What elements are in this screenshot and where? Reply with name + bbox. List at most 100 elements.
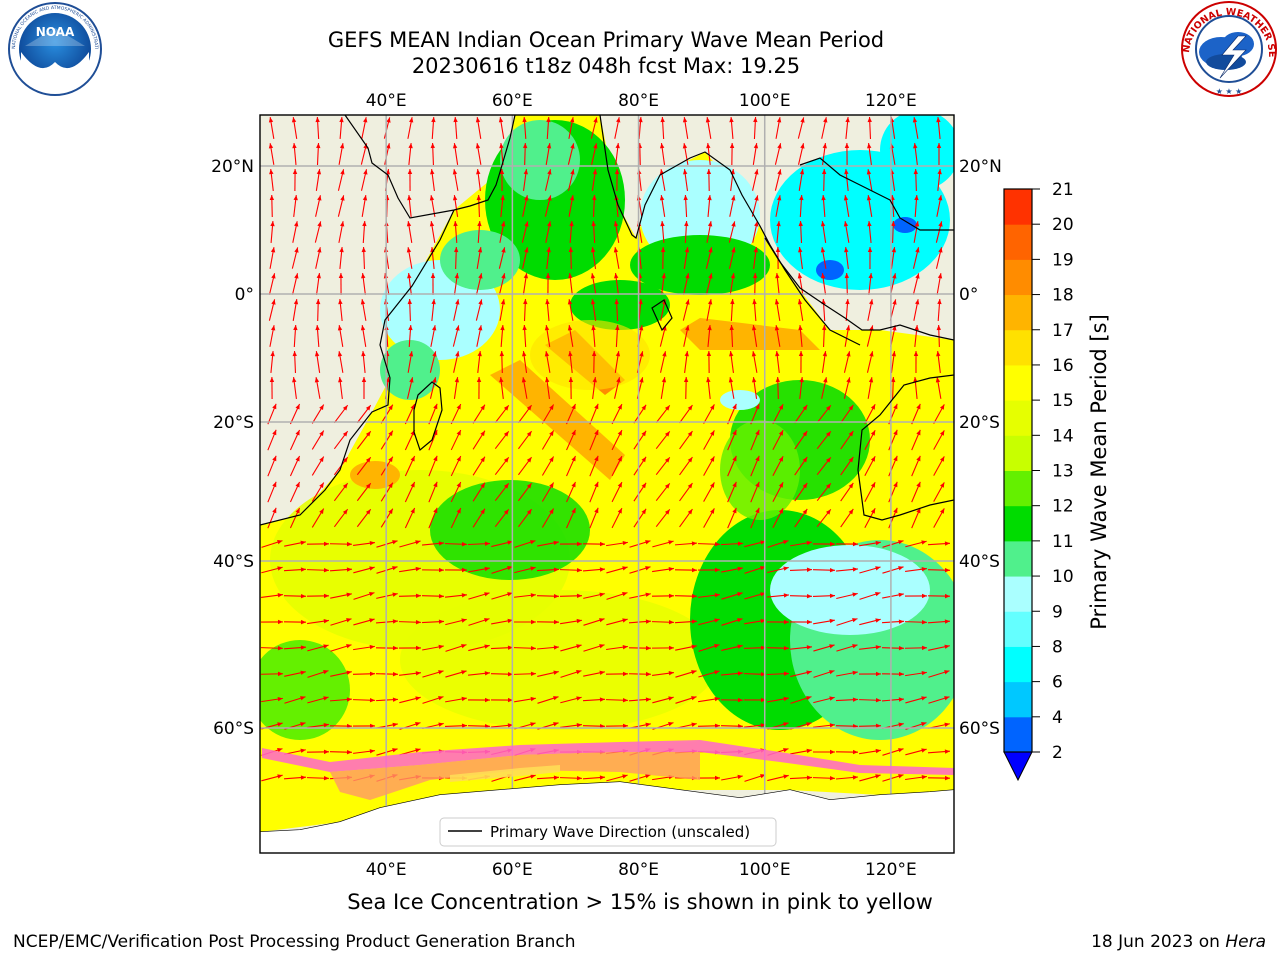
wave-arrow-228 [682, 299, 690, 321]
footer-date: 18 Jun 2023 on Hera [1091, 932, 1266, 952]
wave-arrow-489 [467, 541, 491, 546]
nws-stars-icon: ★ ★ ★ [1216, 87, 1243, 96]
wave-arrow-167 [660, 246, 666, 270]
axis-tick-labels: 40°E 40°E 60°E 60°E 80°E 80°E 100°E 100°E 120°E 1… [211, 91, 1002, 880]
wave-arrow-151 [291, 247, 299, 269]
wave-arrow-614 [583, 644, 605, 652]
wave-arrow-487 [421, 541, 445, 546]
wave-arrow-540 [261, 593, 283, 598]
wave-arrow-168 [683, 247, 690, 269]
wave-arrow-478 [911, 507, 921, 529]
wave-arrow-78 [683, 169, 689, 191]
wave-arrow-59 [936, 142, 942, 166]
wave-arrow-173 [798, 247, 803, 269]
wave-arrow-450 [267, 507, 277, 529]
wave-arrow-457 [428, 507, 438, 529]
wave-arrow-370 [494, 430, 510, 450]
colorbar-tick-14: 19 [1052, 250, 1074, 270]
wave-arrow-388 [911, 429, 921, 451]
wave-arrow-774 [812, 776, 836, 781]
wave-arrow-112 [775, 195, 782, 217]
wave-arrow-548 [445, 593, 467, 598]
wave-arrow-558 [674, 593, 698, 599]
wave-arrow-443 [794, 482, 808, 502]
wave-arrow-123 [338, 221, 345, 243]
wave-arrow-637 [422, 670, 444, 678]
wave-arrow-381 [750, 429, 760, 451]
colorbar-tick-12: 17 [1052, 321, 1074, 341]
wave-arrow-608 [445, 644, 467, 652]
wave-arrow-165 [613, 247, 620, 269]
wave-arrow-353 [794, 404, 808, 424]
wave-arrow-246 [408, 324, 413, 348]
wave-arrow-348 [679, 404, 693, 424]
lon-label-bottom-2: 80°E [618, 860, 659, 880]
colorbar-label: Primary Wave Mean Period [s] [1087, 314, 1111, 630]
wave-arrow-583 [560, 618, 582, 625]
wave-arrow-589 [698, 618, 720, 626]
wave-arrow-169 [705, 247, 713, 269]
wave-arrow-424 [356, 482, 372, 502]
wave-arrow-199 [705, 273, 713, 295]
wave-arrow-99 [476, 194, 481, 218]
wave-arrow-96 [407, 195, 412, 217]
wave-arrow-262 [774, 325, 781, 347]
wave-arrow-352 [772, 404, 784, 424]
wave-arrow-92 [315, 195, 322, 217]
wave-arrow-399 [472, 456, 486, 476]
wave-arrow-704 [582, 723, 606, 729]
wave-arrow-616 [628, 645, 652, 651]
wave-arrow-64 [360, 169, 368, 191]
colorbar-tick-13: 18 [1052, 286, 1074, 306]
wave-arrow-260 [729, 324, 734, 348]
wave-arrow-308 [453, 377, 460, 399]
wave-arrow-88 [913, 168, 918, 192]
wave-arrow-190 [498, 273, 506, 295]
wave-arrow-660 [261, 696, 283, 703]
wave-arrow-247 [430, 325, 437, 347]
wave-arrow-532 [767, 566, 789, 574]
wave-arrow-193 [568, 273, 573, 295]
wave-arrow-9 [475, 117, 482, 139]
wave-arrow-497 [652, 540, 674, 548]
wave-arrow-631 [284, 670, 306, 677]
colorbar-swatch-6 [1004, 505, 1032, 542]
colorbar-tick-11: 16 [1052, 356, 1074, 376]
wave-arrow-329 [935, 377, 942, 399]
wave-arrow-571 [283, 619, 307, 625]
wave-arrow-89 [937, 169, 942, 191]
wave-arrow-751 [283, 775, 307, 780]
wave-arrow-372 [541, 430, 555, 450]
wave-arrow-559 [698, 593, 720, 598]
wave-arrow-326 [867, 377, 874, 399]
wave-arrow-656 [858, 671, 882, 677]
sea-ice-caption: Sea Ice Concentration > 15% is shown in … [347, 890, 933, 914]
lon-label-bottom-4: 120°E [865, 860, 917, 880]
wave-arrow-398 [450, 455, 462, 477]
wave-arrow-601 [283, 645, 307, 650]
wave-arrow-505 [835, 541, 859, 547]
wave-arrow-567 [882, 592, 904, 599]
wave-arrow-575 [375, 619, 399, 624]
wave-arrow-597 [881, 619, 905, 624]
wave-arrow-566 [859, 592, 881, 600]
wave-arrow-289 [706, 350, 712, 374]
wave-arrow-598 [904, 620, 928, 625]
wave-arrow-693 [329, 723, 353, 729]
wave-arrow-455 [380, 508, 394, 528]
wave-arrow-392 [311, 456, 325, 476]
map-area: Primary Wave Direction (unscaled) [260, 115, 954, 853]
wave-arrow-208 [912, 273, 920, 295]
lat-label-right-3: 40°S [959, 552, 1000, 572]
colorbar-swatch-10 [1004, 364, 1032, 401]
wave-arrow-205 [844, 272, 850, 296]
wave-arrow-307 [429, 377, 437, 399]
wave-arrow-322 [775, 376, 781, 400]
footer-credit: NCEP/EMC/Verification Post Processing Pr… [13, 932, 576, 952]
wave-arrow-265 [844, 325, 851, 347]
wave-arrow-150 [269, 247, 276, 269]
lat-label-left-4: 60°S [213, 719, 254, 739]
wave-arrow-111 [751, 195, 759, 217]
wave-arrow-100 [500, 195, 505, 217]
wave-arrow-317 [660, 377, 667, 399]
